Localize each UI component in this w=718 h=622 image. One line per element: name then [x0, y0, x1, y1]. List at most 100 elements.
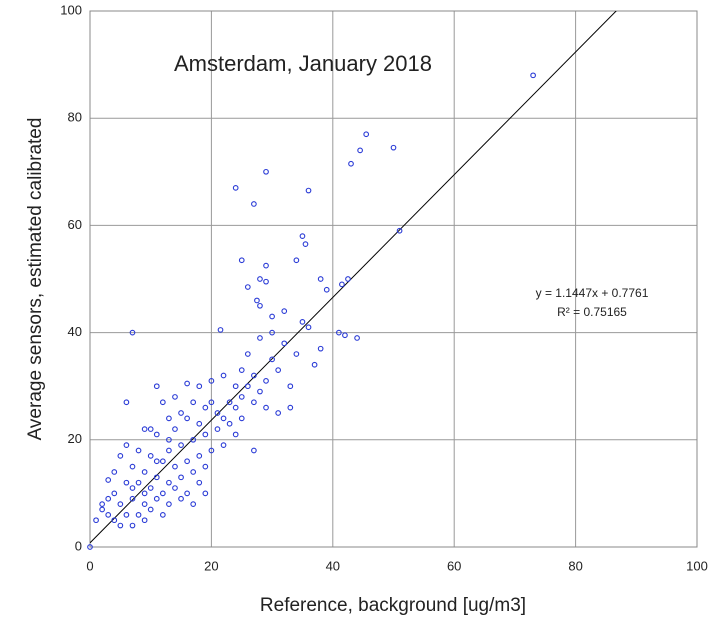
point: [202, 431, 209, 438]
point: [238, 367, 245, 373]
point: [153, 458, 160, 465]
y-tick-label: 20: [68, 431, 82, 446]
point: [190, 469, 197, 475]
point: [123, 511, 130, 518]
point: [99, 506, 105, 513]
point: [202, 490, 209, 497]
point: [251, 399, 257, 406]
point: [348, 160, 354, 167]
point: [184, 490, 190, 497]
point: [172, 463, 178, 470]
point: [159, 399, 166, 406]
point: [153, 383, 160, 390]
point: [226, 399, 233, 406]
x-tick-label: 80: [568, 558, 582, 573]
point: [287, 404, 294, 411]
point: [147, 453, 154, 459]
x-axis-label: Reference, background [ug/m3]: [260, 595, 526, 616]
point: [178, 474, 184, 481]
point: [244, 284, 251, 290]
point: [263, 262, 269, 269]
point: [396, 227, 403, 234]
point: [530, 72, 536, 79]
point: [254, 297, 260, 304]
point: [263, 168, 269, 175]
point: [305, 324, 312, 331]
x-tick-label: 100: [686, 558, 708, 573]
point: [232, 185, 239, 191]
point: [232, 404, 239, 411]
point: [275, 410, 282, 416]
point: [172, 426, 178, 432]
point: [172, 394, 178, 400]
point: [135, 447, 142, 454]
point: [196, 479, 203, 486]
point: [208, 377, 215, 384]
point: [117, 522, 124, 529]
point: [166, 501, 172, 507]
point: [141, 501, 148, 507]
y-tick-label: 100: [60, 2, 82, 17]
point: [311, 361, 318, 368]
point: [281, 308, 288, 315]
point: [323, 286, 330, 293]
point: [208, 447, 215, 454]
point: [238, 257, 245, 264]
point: [317, 276, 324, 282]
point: [299, 319, 306, 325]
point: [202, 404, 209, 411]
point: [317, 345, 324, 352]
point: [275, 367, 282, 373]
point: [214, 426, 221, 432]
point: [244, 351, 251, 357]
point: [390, 144, 397, 151]
point: [141, 517, 148, 524]
point: [263, 404, 269, 411]
point: [184, 380, 190, 387]
point: [129, 485, 136, 491]
point: [269, 313, 275, 320]
point: [244, 383, 251, 390]
point: [257, 335, 263, 341]
point: [93, 517, 99, 524]
point: [196, 453, 203, 459]
point: [135, 511, 142, 518]
point: [153, 474, 160, 481]
r-squared: R² = 0.75165: [557, 305, 627, 319]
x-tick-label: 0: [86, 558, 93, 573]
point: [178, 442, 184, 449]
point: [166, 415, 172, 422]
point: [129, 495, 136, 502]
point: [147, 485, 154, 491]
point: [299, 233, 306, 239]
point: [135, 479, 142, 486]
point: [287, 383, 294, 390]
point: [232, 431, 239, 438]
point: [302, 241, 309, 248]
point: [141, 426, 148, 432]
point: [220, 442, 227, 449]
point: [141, 490, 148, 497]
point: [141, 469, 148, 475]
point: [166, 436, 172, 443]
point: [105, 477, 112, 483]
point: [111, 469, 118, 475]
point: [214, 410, 221, 416]
point: [293, 257, 300, 264]
point: [196, 383, 203, 390]
point: [117, 501, 124, 507]
point: [345, 276, 351, 282]
point: [172, 485, 178, 491]
equation: y = 1.1447x + 0.7761: [536, 286, 649, 300]
point: [178, 495, 184, 502]
point: [305, 187, 312, 194]
point: [123, 442, 130, 449]
point: [166, 447, 172, 454]
y-axis-label: Average sensors, estimated calibrated: [25, 118, 46, 441]
point: [184, 458, 190, 465]
point: [281, 340, 288, 347]
x-tick-label: 20: [204, 558, 218, 573]
point: [87, 544, 93, 550]
